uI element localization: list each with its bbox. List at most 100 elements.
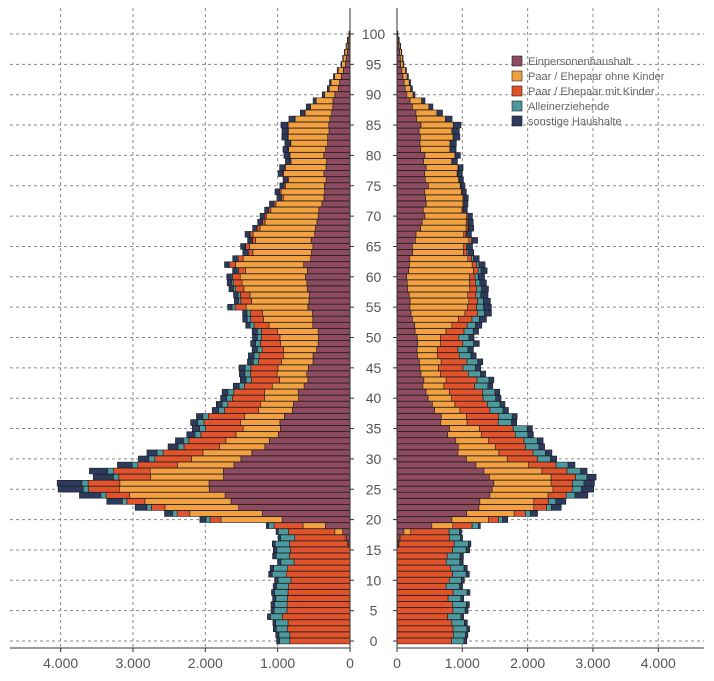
bar-right-age-59-series-2 <box>469 279 476 287</box>
bar-right-age-53-series-1 <box>412 316 459 323</box>
bar-right-age-1-series-4 <box>465 631 469 639</box>
bar-right-age-51-series-0 <box>396 328 416 335</box>
bar-left-age-95-series-0 <box>345 61 351 68</box>
bar-left-age-8-series-2 <box>287 589 351 596</box>
bar-left-age-86-series-4 <box>288 115 296 123</box>
bar-right-age-10-series-2 <box>396 577 450 584</box>
bar-left-age-46-series-0 <box>312 358 351 365</box>
bar-left-age-1-series-4 <box>275 631 280 639</box>
bar-left-age-56-series-1 <box>251 297 310 305</box>
bar-right-age-24-series-4 <box>574 492 589 499</box>
bar-left-age-30-series-2 <box>154 455 192 463</box>
bar-left-age-21-series-0 <box>262 510 351 517</box>
bar-left-age-26-series-2 <box>87 479 121 487</box>
bar-right-age-38-series-0 <box>396 407 435 414</box>
bar-left-age-45-series-4 <box>238 364 246 372</box>
bar-left-age-53-series-4 <box>242 316 248 323</box>
bar-left-age-51-series-2 <box>261 328 278 335</box>
bar-right-age-59-series-1 <box>406 279 470 287</box>
bar-right-age-44-series-1 <box>420 370 441 378</box>
bar-right-age-73-series-1 <box>425 194 464 202</box>
bar-right-age-1-series-3 <box>452 631 466 639</box>
x-tick-label-left: 1.000 <box>260 655 295 671</box>
bar-right-age-41-series-1 <box>425 388 450 396</box>
bar-right-age-6-series-3 <box>452 601 467 608</box>
bar-right-age-36-series-0 <box>396 419 442 426</box>
bar-right-age-29-series-3 <box>555 461 569 469</box>
legend-swatch <box>511 85 523 97</box>
bar-left-age-7-series-2 <box>287 595 351 602</box>
bar-right-age-63-series-4 <box>473 255 480 262</box>
bar-right-age-32-series-4 <box>538 443 545 450</box>
bar-left-age-23-series-1 <box>144 498 232 505</box>
bar-right-age-21-series-4 <box>529 510 538 517</box>
bar-left-age-0-series-2 <box>289 637 351 645</box>
bar-left-age-36-series-2 <box>203 419 241 426</box>
bar-right-age-60-series-1 <box>406 273 470 280</box>
bar-left-age-48-series-1 <box>283 346 317 353</box>
bar-right-age-82-series-4 <box>449 140 457 147</box>
bar-right-age-42-series-0 <box>396 382 424 390</box>
bar-right-age-73-series-0 <box>396 194 426 202</box>
age-tick-label: 85 <box>366 117 382 133</box>
bar-right-age-49-series-3 <box>462 340 474 347</box>
bar-right-age-25-series-0 <box>396 486 493 493</box>
bar-left-age-47-series-1 <box>282 352 314 359</box>
bar-left-age-42-series-1 <box>271 382 305 390</box>
bar-right-age-22-series-1 <box>478 504 535 511</box>
bar-left-age-44-series-0 <box>306 370 351 378</box>
bar-left-age-33-series-2 <box>188 437 227 444</box>
bar-left-age-17-series-0 <box>346 534 351 541</box>
bar-left-age-3-series-3 <box>275 619 289 626</box>
bar-right-age-39-series-2 <box>454 401 488 408</box>
bar-right-age-11-series-2 <box>396 571 453 578</box>
bar-left-age-85-series-0 <box>328 121 351 129</box>
bar-left-age-30-series-1 <box>191 455 242 463</box>
bar-right-age-69-series-0 <box>396 218 423 226</box>
bar-right-age-24-series-0 <box>396 492 491 499</box>
bar-right-age-41-series-0 <box>396 388 427 396</box>
bar-right-age-9-series-3 <box>445 583 460 590</box>
bar-left-age-42-series-3 <box>238 382 245 390</box>
bar-right-age-37-series-0 <box>396 413 442 420</box>
bar-right-age-30-series-0 <box>396 455 467 463</box>
bar-left-age-72-series-1 <box>275 200 323 208</box>
bar-left-age-27-series-2 <box>118 473 151 481</box>
bar-right-age-40-series-3 <box>482 395 496 402</box>
bar-right-age-62-series-4 <box>478 261 486 268</box>
bar-left-age-18-series-3 <box>277 528 289 535</box>
bar-left-age-33-series-4 <box>175 437 184 444</box>
bar-right-age-93-series-4 <box>406 73 409 80</box>
bar-right-age-58-series-1 <box>407 285 471 293</box>
bar-right-age-56-series-4 <box>483 297 491 305</box>
bar-right-age-29-series-2 <box>528 461 557 469</box>
bar-right-age-88-series-1 <box>412 103 430 111</box>
bar-right-age-5-series-2 <box>396 607 454 614</box>
bar-right-age-52-series-4 <box>475 322 483 329</box>
bar-right-age-43-series-0 <box>396 376 425 384</box>
bar-left-age-69-series-4 <box>257 218 263 226</box>
bar-left-age-4-series-4 <box>267 613 271 620</box>
bar-right-age-47-series-2 <box>437 352 460 359</box>
bar-left-age-2-series-2 <box>286 625 351 633</box>
bar-right-age-82-series-0 <box>396 140 421 147</box>
bar-left-age-25-series-4 <box>57 486 84 493</box>
bar-right-age-39-series-1 <box>432 401 456 408</box>
bar-left-age-88-series-1 <box>310 103 334 111</box>
bar-right-age-43-series-1 <box>423 376 447 384</box>
bar-right-age-68-series-1 <box>420 225 467 232</box>
bar-left-age-23-series-4 <box>106 498 123 505</box>
bar-right-age-34-series-4 <box>527 431 534 438</box>
bar-right-age-63-series-3 <box>471 255 474 262</box>
bar-left-age-24-series-1 <box>129 492 226 499</box>
bar-right-age-56-series-3 <box>477 297 484 305</box>
bar-left-age-36-series-4 <box>190 419 199 426</box>
bar-right-age-12-series-3 <box>450 564 465 572</box>
bar-right-age-72-series-0 <box>396 200 427 208</box>
bar-right-age-59-series-3 <box>475 279 481 287</box>
bar-left-age-39-series-2 <box>227 401 262 408</box>
bar-right-age-57-series-2 <box>467 291 477 299</box>
bar-left-age-62-series-2 <box>229 261 236 268</box>
bar-left-age-40-series-0 <box>298 395 351 402</box>
bar-right-age-20-series-2 <box>488 516 499 523</box>
